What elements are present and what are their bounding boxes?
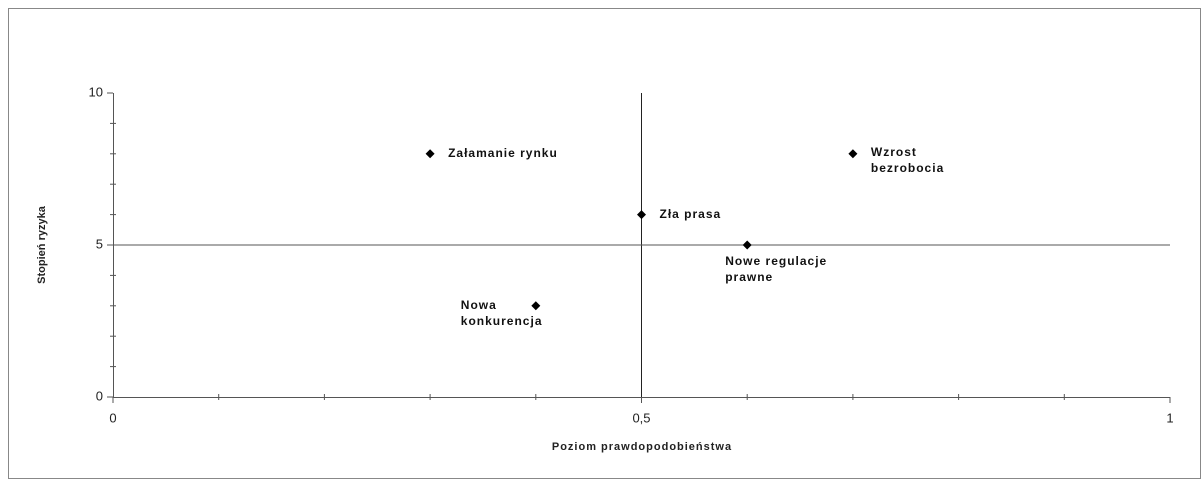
frame [8,8,1201,479]
x-tick-label: 0 [109,410,116,425]
y-axis-label: Stopień ryzyka [36,205,48,284]
point-label: Załamanie rynku [448,145,558,160]
point-label: Wzrost bezrobocia [870,144,945,175]
point [742,240,752,250]
point [637,210,646,220]
y-tick-label: 10 [89,84,103,99]
y-tick-label: 5 [96,236,103,251]
x-tick-label: 0,5 [632,410,650,425]
point-label: Nowe regulacje prawne [725,254,828,284]
point-label: Zła prasa [659,206,722,221]
point [531,301,541,311]
y-tick-label: 0 [96,388,103,403]
x-axis-label: Poziom prawdopodobieństwa [552,441,732,453]
x-tick-label: 1 [1166,410,1173,425]
point [425,149,435,159]
point [848,149,858,159]
point-label: Nowa konkurencja [460,297,543,328]
